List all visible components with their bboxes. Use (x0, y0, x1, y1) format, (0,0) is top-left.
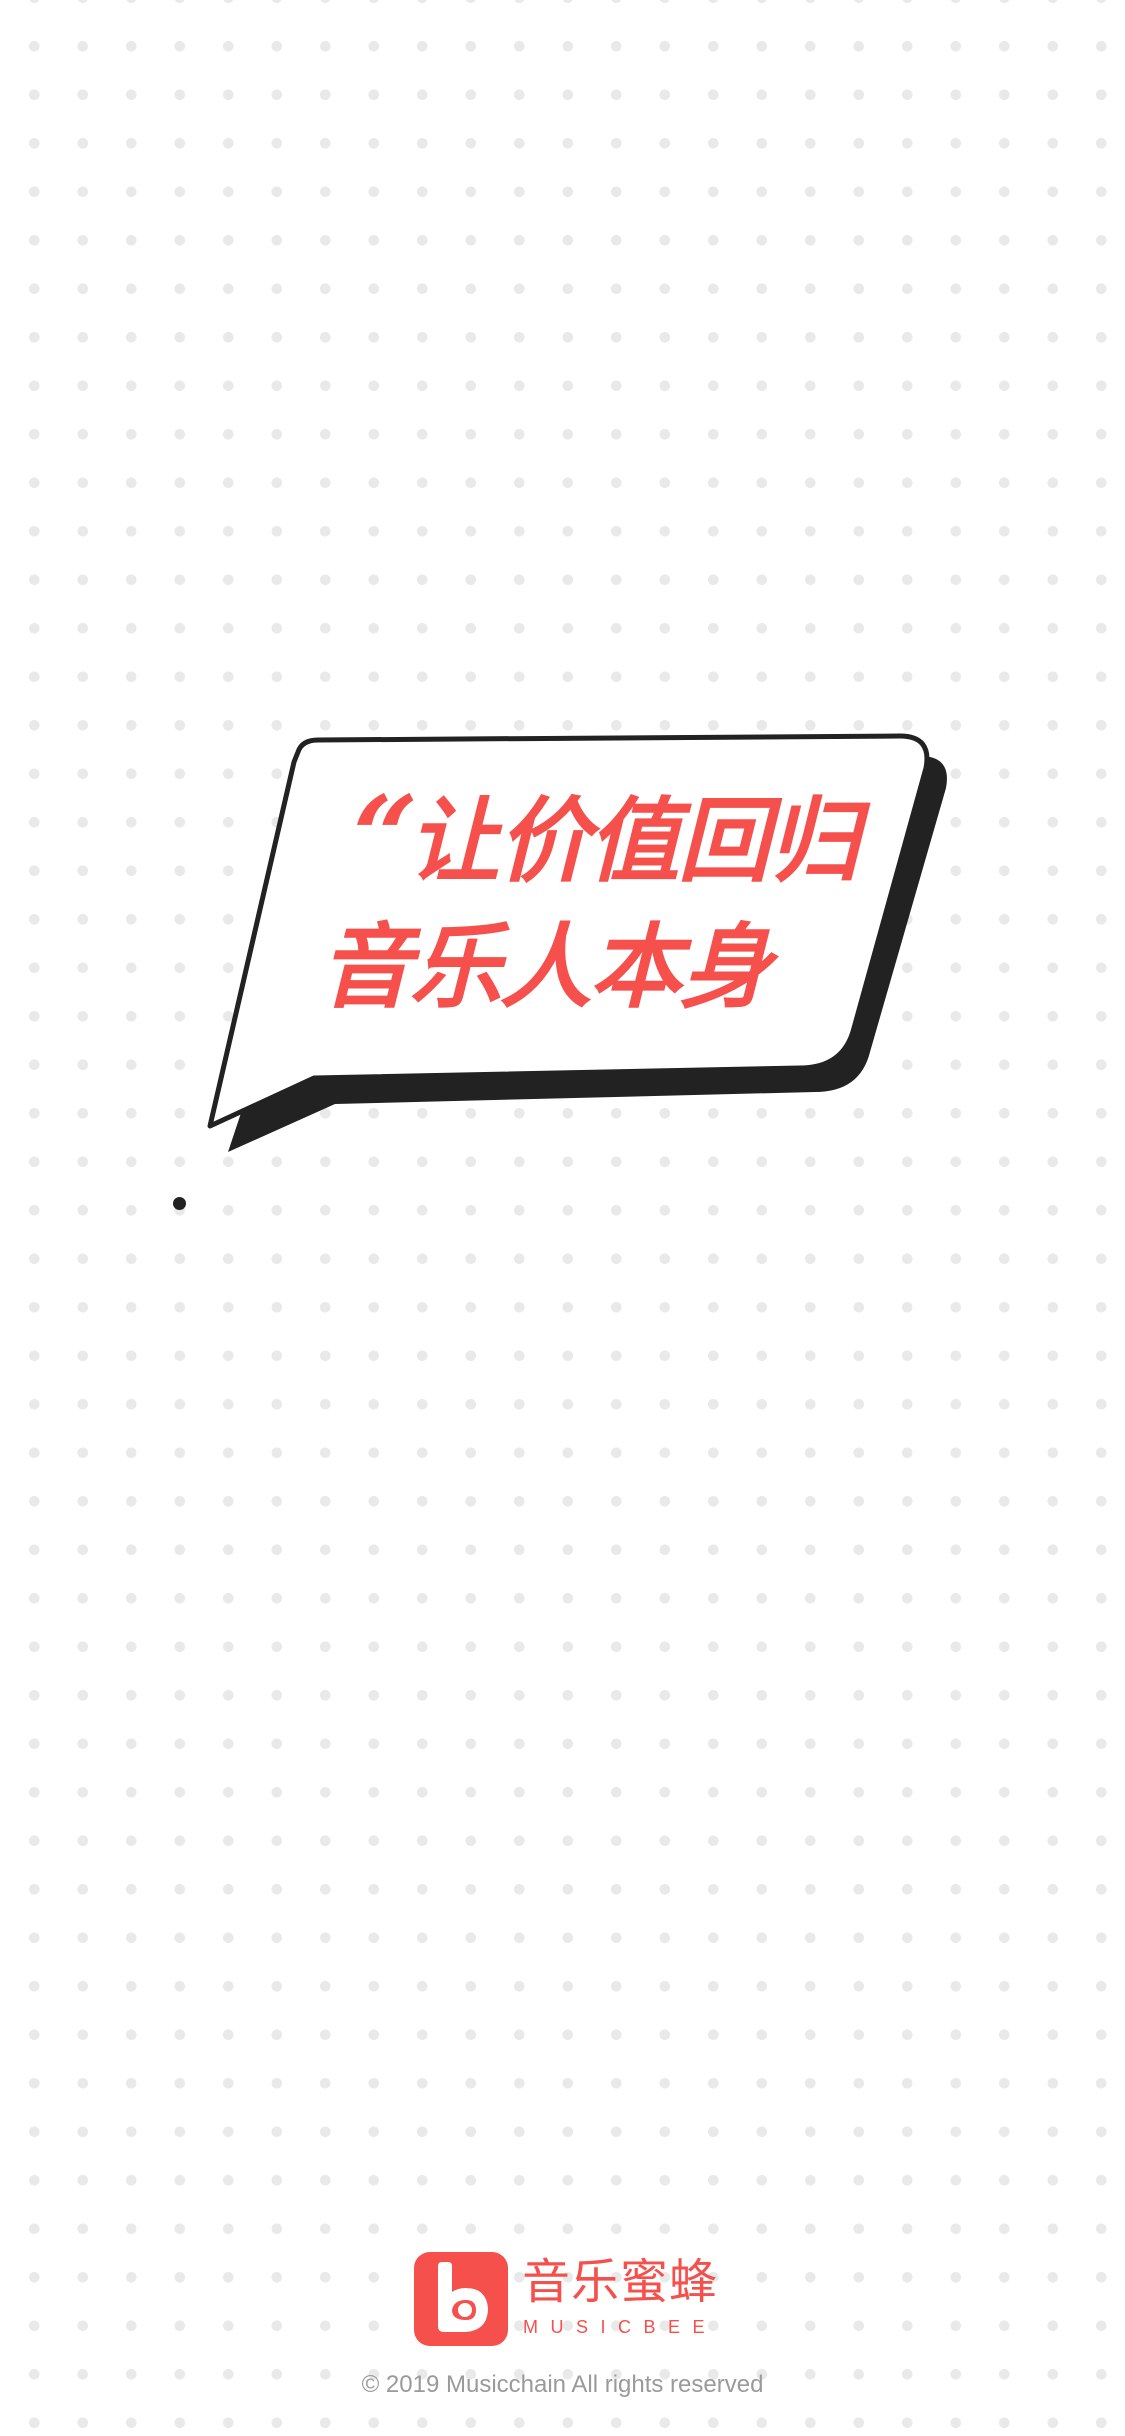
slogan-line-1: 让价值回归 (340, 788, 879, 895)
brand-name-cn: 音乐蜜蜂 (522, 2254, 719, 2310)
brand-name-en: MUSICBEE (523, 2317, 718, 2337)
musicbee-logo-icon (414, 2252, 508, 2346)
speech-bubble-body (207, 733, 930, 1129)
slogan-line-2: 音乐人本身 (314, 914, 791, 1021)
slogan-line-1-text: 让价值回归 (402, 788, 879, 895)
brand-logo: 音乐蜜蜂 MUSICBEE (414, 2252, 718, 2346)
copyright-text: © 2019 Musicchain All rights reserved (361, 2371, 764, 2398)
page-indicator-dot (173, 1197, 186, 1210)
